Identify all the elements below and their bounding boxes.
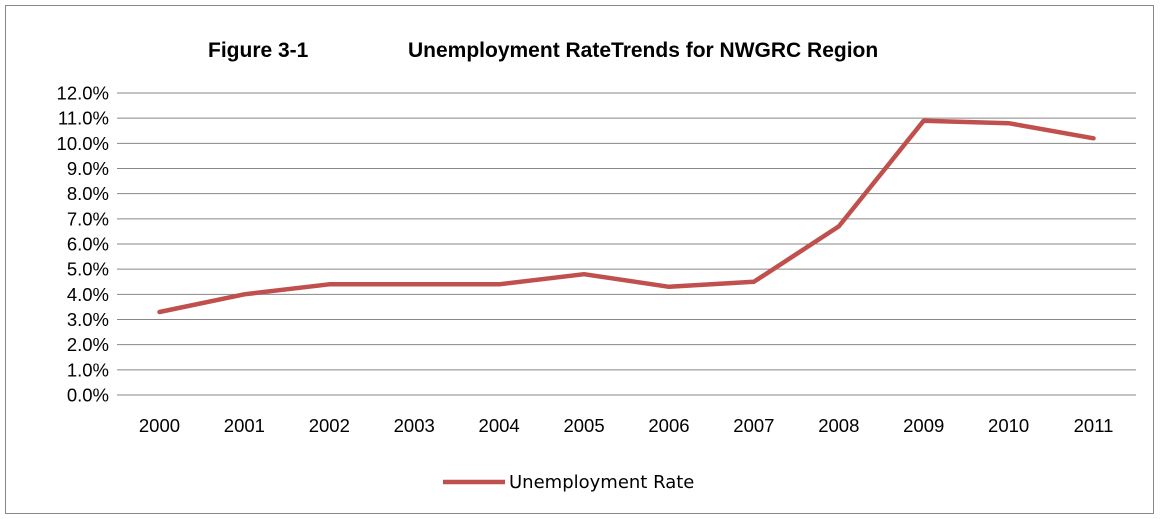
y-tick-label: 5.0% <box>67 259 109 280</box>
y-tick-label: 4.0% <box>67 284 109 305</box>
y-tick-label: 6.0% <box>67 234 109 255</box>
x-tick-label: 2005 <box>563 415 604 436</box>
chart-title: Figure 3-1 Unemployment RateTrends for N… <box>208 39 878 62</box>
x-tick-label: 2001 <box>224 415 265 436</box>
chart-frame: Figure 3-1 Unemployment RateTrends for N… <box>5 5 1154 514</box>
legend: Unemployment Rate <box>443 472 694 493</box>
x-tick-label: 2000 <box>139 415 180 436</box>
y-tick-label: 0.0% <box>67 385 109 406</box>
x-tick-label: 2008 <box>818 415 859 436</box>
series-layer <box>157 118 1096 315</box>
y-tick-label: 10.0% <box>57 133 109 154</box>
x-axis-ticks: 2000 2001 2002 2003 2004 2005 2006 2007 2008 2009… <box>139 415 1114 436</box>
x-tick-label: 2011 <box>1074 415 1114 436</box>
x-tick-label: 2002 <box>309 415 350 436</box>
y-tick-label: 8.0% <box>67 183 109 204</box>
y-tick-label: 2.0% <box>67 334 109 355</box>
y-tick-label: 12.0% <box>57 83 109 104</box>
x-tick-label: 2007 <box>733 415 774 436</box>
title-text: Unemployment RateTrends for NWGRC Region <box>408 39 878 62</box>
gridlines <box>117 92 1136 396</box>
line-chart: Figure 3-1 Unemployment RateTrends for N… <box>57 39 1136 493</box>
x-tick-label: 2009 <box>903 415 944 436</box>
x-tick-label: 2010 <box>988 415 1029 436</box>
figure-label: Figure 3-1 <box>208 39 309 62</box>
y-axis-ticks: 0.0% 1.0% 2.0% 3.0% 4.0% 5.0% 6.0% 7.0% 8.0% 9.0%… <box>57 83 109 406</box>
y-tick-label: 7.0% <box>67 208 109 229</box>
x-tick-label: 2004 <box>479 415 520 436</box>
y-tick-label: 3.0% <box>67 309 109 330</box>
y-tick-label: 1.0% <box>67 359 109 380</box>
x-tick-label: 2006 <box>648 415 689 436</box>
x-tick-label: 2003 <box>394 415 435 436</box>
y-tick-label: 11.0% <box>58 108 109 129</box>
y-tick-label: 9.0% <box>67 158 109 179</box>
series-line <box>157 118 1096 315</box>
legend-label: Unemployment Rate <box>509 472 694 493</box>
